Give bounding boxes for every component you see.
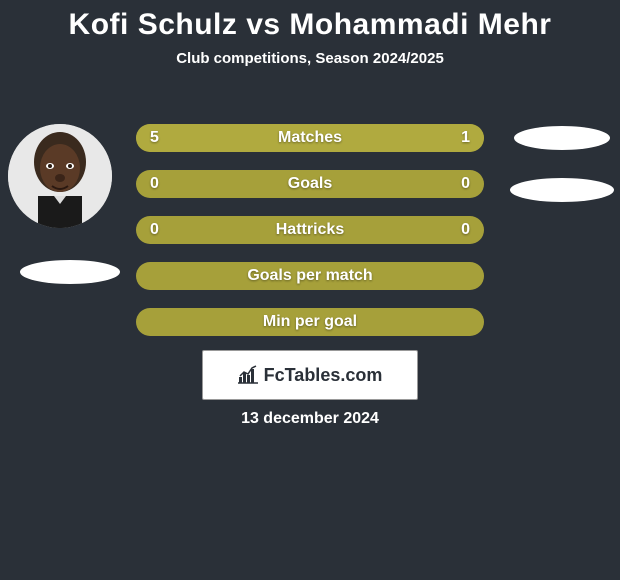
stat-right-value: 1	[461, 124, 470, 152]
stat-row-matches: 5 Matches 1	[136, 124, 484, 152]
player-left-avatar	[8, 124, 112, 228]
player-right-name-placeholder	[510, 178, 614, 202]
stat-label: Min per goal	[136, 308, 484, 336]
stat-label: Goals per match	[136, 262, 484, 290]
page-subtitle: Club competitions, Season 2024/2025	[0, 50, 620, 67]
watermark: FcTables.com	[202, 350, 418, 400]
stat-right-value: 0	[461, 170, 470, 198]
watermark-text: FcTables.com	[264, 365, 383, 386]
player-right-avatar-placeholder	[514, 126, 610, 150]
stat-row-goals-per-match: Goals per match	[136, 262, 484, 290]
page-title: Kofi Schulz vs Mohammadi Mehr	[0, 0, 620, 42]
bar-chart-icon	[238, 365, 260, 385]
stat-label: Matches	[136, 124, 484, 152]
stat-row-min-per-goal: Min per goal	[136, 308, 484, 336]
player-left-name-placeholder	[20, 260, 120, 284]
stat-label: Hattricks	[136, 216, 484, 244]
stat-row-goals: 0 Goals 0	[136, 170, 484, 198]
stat-row-hattricks: 0 Hattricks 0	[136, 216, 484, 244]
stat-label: Goals	[136, 170, 484, 198]
date-label: 13 december 2024	[0, 410, 620, 428]
stat-right-value: 0	[461, 216, 470, 244]
comparison-bars: 5 Matches 1 0 Goals 0 0 Hattricks 0 Goal…	[136, 124, 484, 354]
